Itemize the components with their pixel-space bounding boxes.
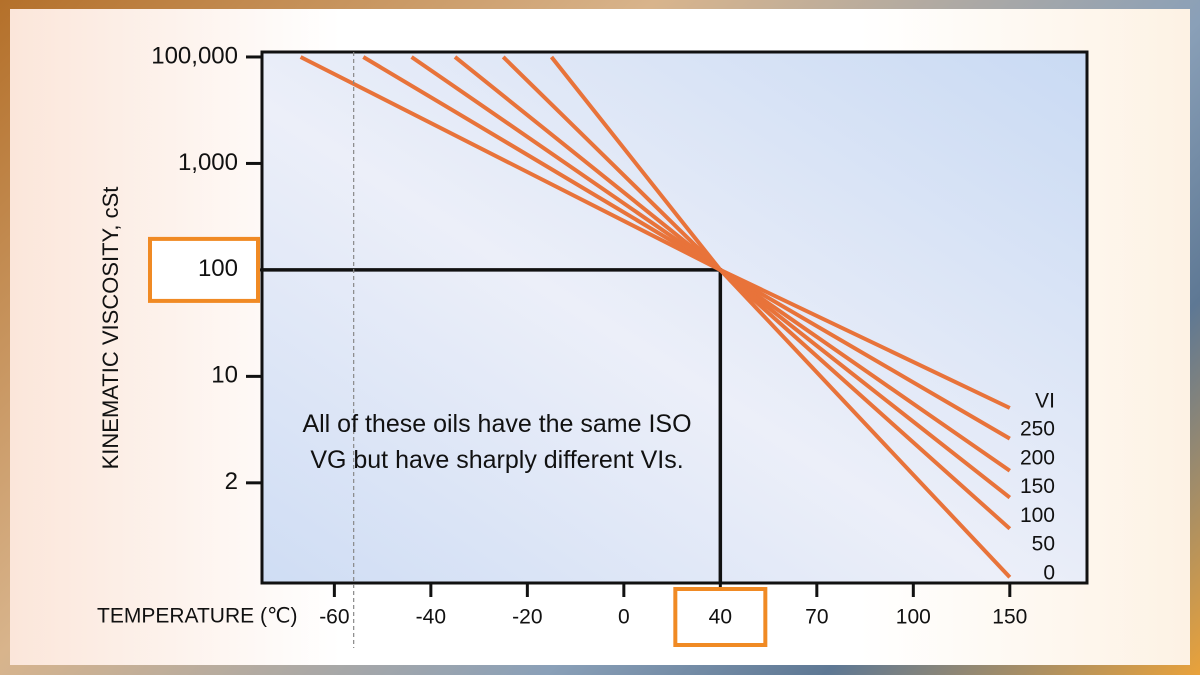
x-tick-label: 100 bbox=[896, 606, 931, 629]
x-tick-label: 40 bbox=[709, 606, 732, 629]
y-axis-label: KINEMATIC VISCOSITY, cSt bbox=[98, 187, 123, 470]
vi-line bbox=[549, 55, 1012, 579]
legend-label: 200 bbox=[1020, 446, 1055, 469]
legend-label: 150 bbox=[1020, 475, 1055, 498]
x-tick-label: 70 bbox=[805, 606, 828, 629]
highlight-box bbox=[148, 236, 260, 303]
y-tick-label: 10 bbox=[211, 362, 238, 389]
legend-title: VI bbox=[1035, 390, 1055, 413]
y-tick-label: 100,000 bbox=[151, 42, 238, 69]
y-tick-label: 100 bbox=[198, 255, 238, 282]
highlight-box bbox=[673, 587, 768, 647]
plot-frame bbox=[260, 50, 1089, 585]
x-tick-label: 150 bbox=[992, 606, 1027, 629]
legend-label: 100 bbox=[1020, 504, 1055, 527]
annotation: All of these oils have the same ISO VG b… bbox=[302, 410, 692, 474]
x-tick-label: -20 bbox=[512, 606, 542, 629]
y-tick-label: 2 bbox=[225, 468, 238, 495]
x-tick-label: 0 bbox=[618, 606, 630, 629]
y-tick-label: 1,000 bbox=[178, 149, 238, 176]
x-axis-label: TEMPERATURE (℃) bbox=[97, 605, 298, 628]
x-tick-label: -60 bbox=[319, 606, 349, 629]
legend-label: 50 bbox=[1032, 533, 1055, 556]
legend-label: 250 bbox=[1020, 418, 1055, 441]
x-tick-label: -40 bbox=[416, 606, 446, 629]
legend-label: 0 bbox=[1043, 562, 1055, 585]
plot-area bbox=[262, 52, 1087, 583]
